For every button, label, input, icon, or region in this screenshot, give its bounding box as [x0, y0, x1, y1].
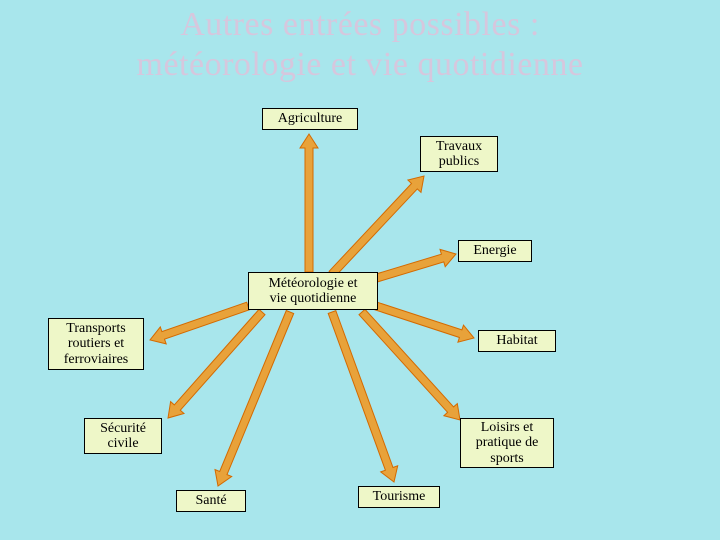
node-agriculture-label: Agriculture	[278, 111, 343, 126]
node-securite-label: Sécurité civile	[100, 421, 146, 452]
node-transports-label: Transports routiers et ferroviaires	[64, 321, 129, 367]
node-loisirs: Loisirs et pratique de sports	[460, 418, 554, 468]
node-securite: Sécurité civile	[84, 418, 162, 454]
node-tourisme-label: Tourisme	[373, 489, 426, 504]
node-tourisme: Tourisme	[358, 486, 440, 508]
arrow-0	[300, 134, 318, 272]
diagram-stage: Autres entrées possibles : météorologie …	[0, 0, 720, 540]
node-center: Météorologie et vie quotidienne	[248, 272, 378, 310]
node-transports: Transports routiers et ferroviaires	[48, 318, 144, 370]
node-energie-label: Energie	[473, 243, 516, 258]
arrow-7	[215, 311, 294, 487]
arrows-layer	[0, 0, 720, 540]
node-sante: Santé	[176, 490, 246, 512]
node-habitat: Habitat	[478, 330, 556, 352]
node-travaux-label: Travaux publics	[436, 139, 482, 170]
arrow-1	[329, 176, 424, 277]
node-center-label: Météorologie et vie quotidienne	[268, 276, 357, 307]
node-agriculture: Agriculture	[262, 108, 358, 130]
node-energie: Energie	[458, 240, 532, 262]
arrow-2	[369, 249, 456, 283]
node-habitat-label: Habitat	[496, 333, 537, 348]
node-travaux: Travaux publics	[420, 136, 498, 172]
node-loisirs-label: Loisirs et pratique de sports	[476, 420, 539, 466]
node-sante-label: Santé	[195, 493, 226, 508]
